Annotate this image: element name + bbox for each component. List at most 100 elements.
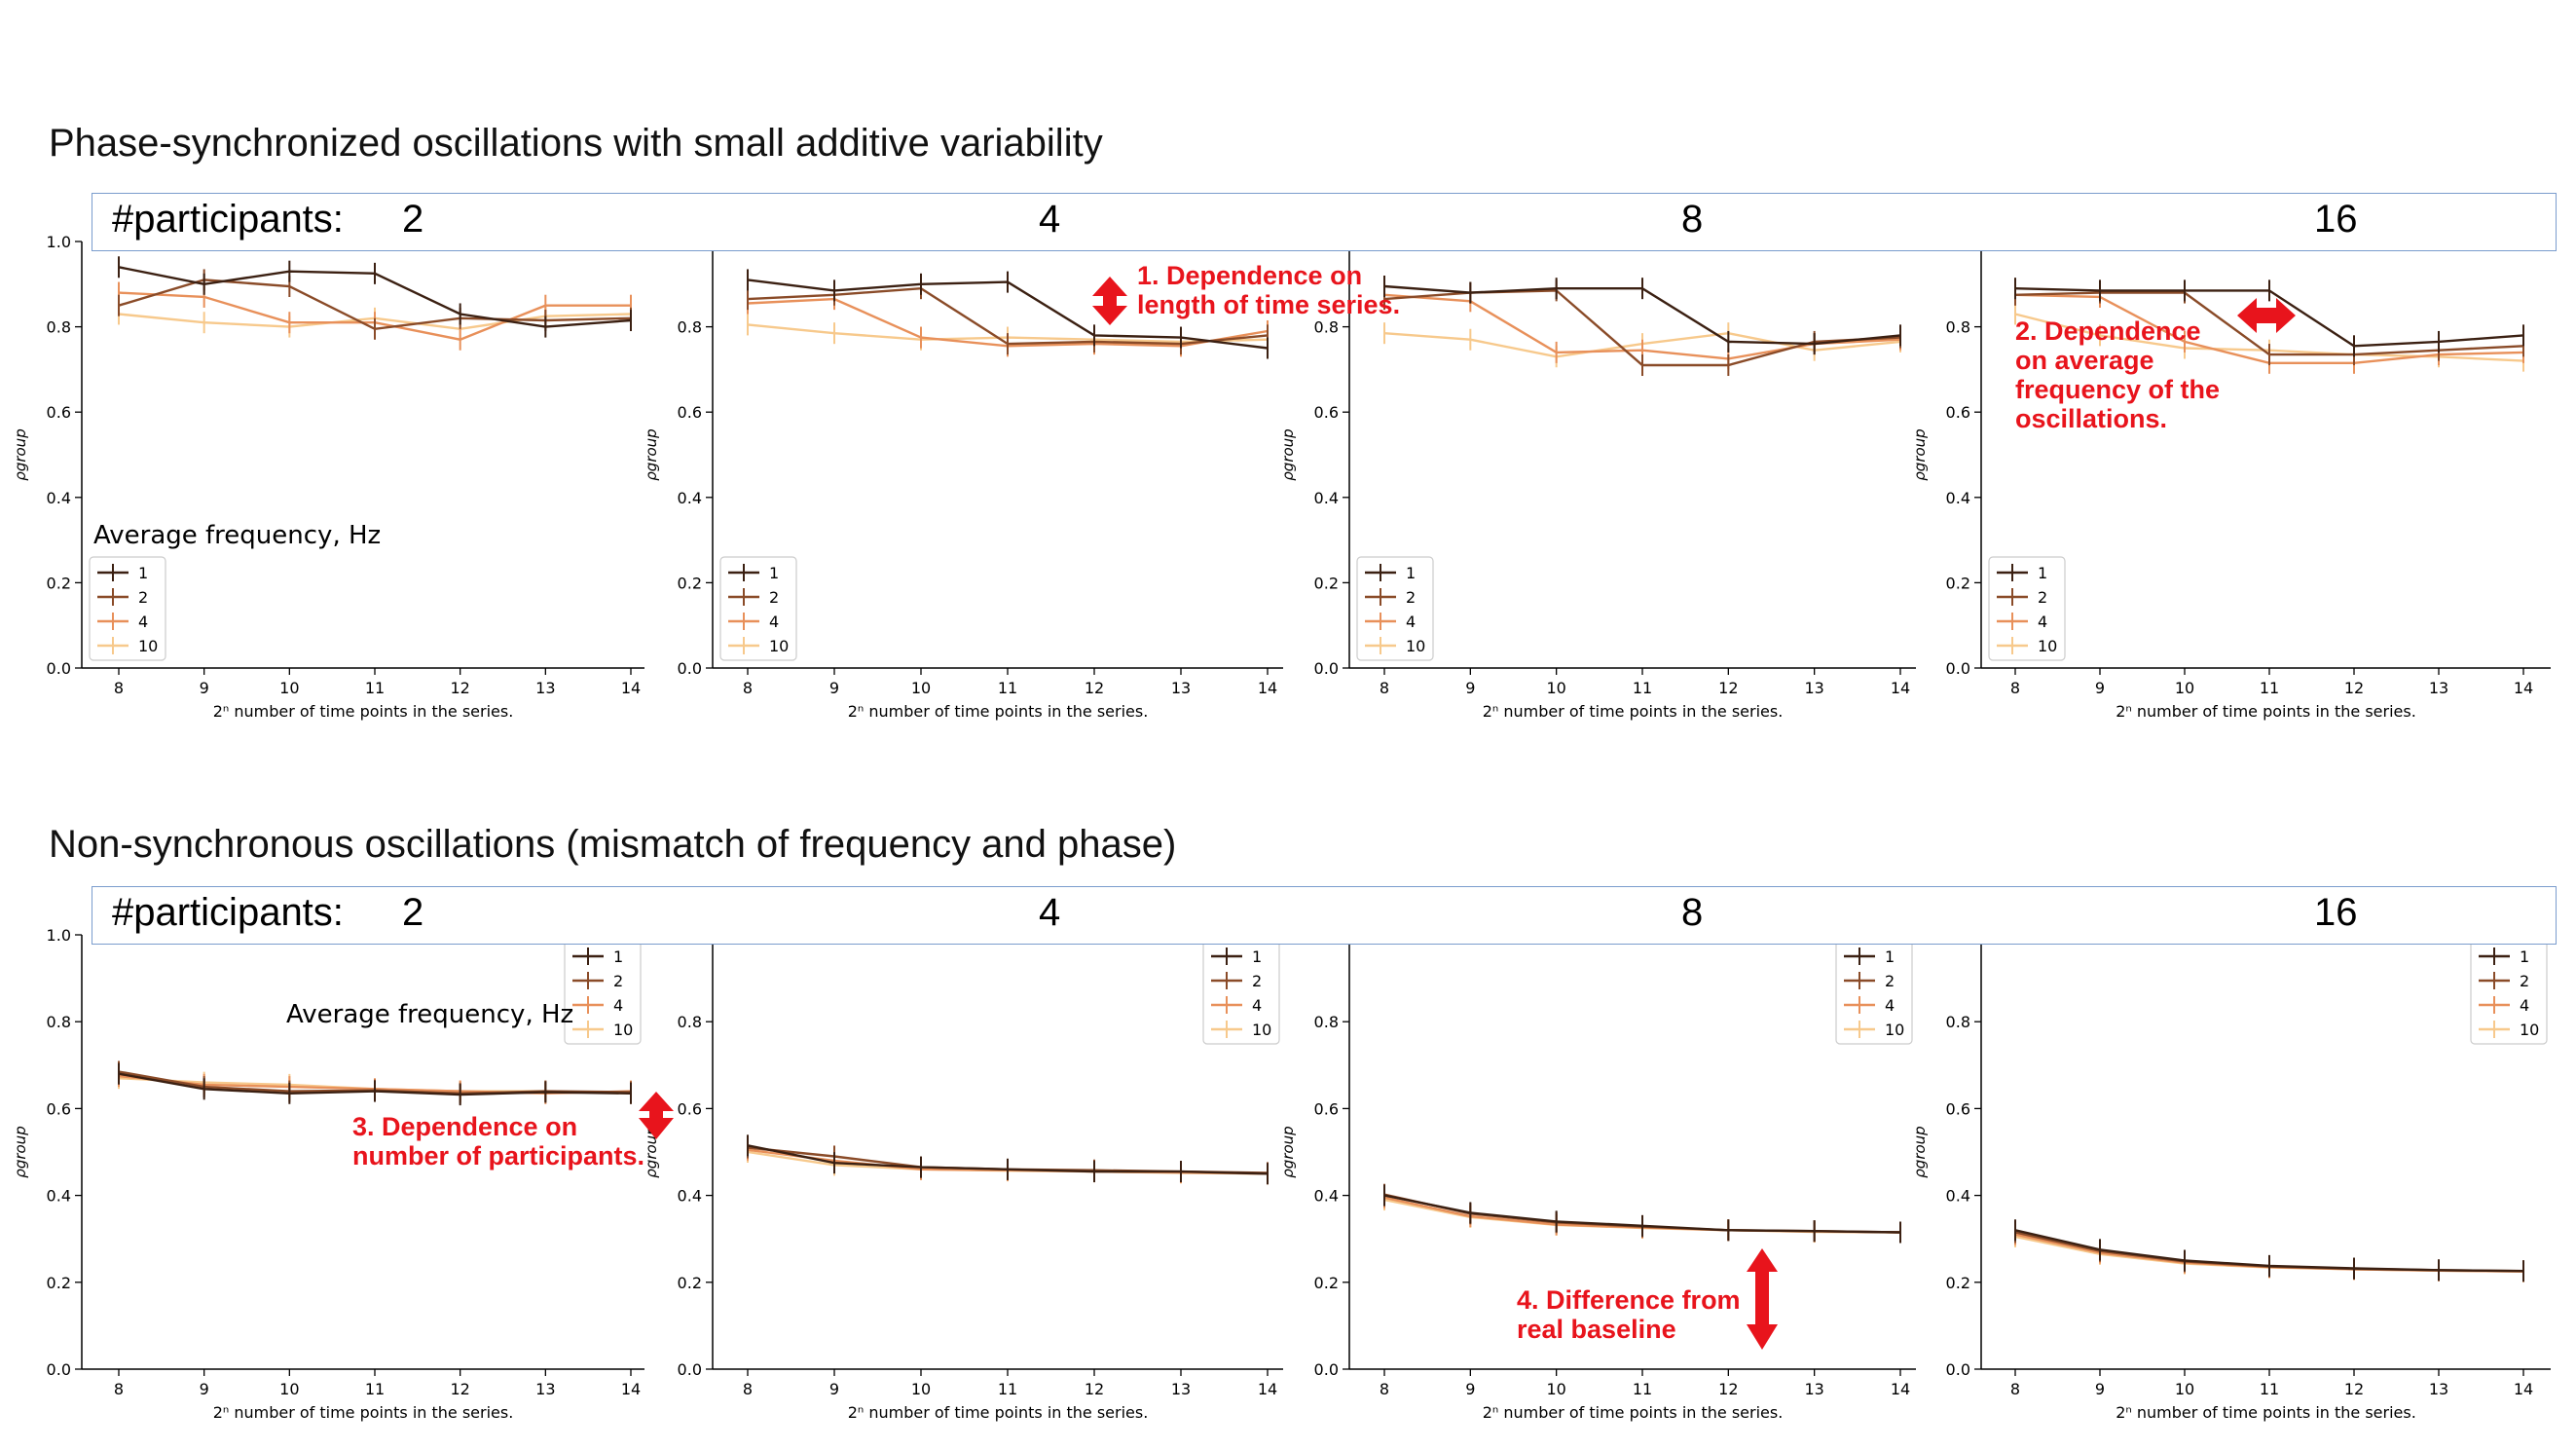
annotation-baseline-difference: 4. Difference from real baseline: [1517, 1285, 1741, 1344]
y-tick-label: 1.0: [47, 926, 71, 945]
y-tick-label: 0.2: [1946, 1274, 1970, 1292]
y-axis-label: ρgroup: [1279, 428, 1297, 480]
legend-entry-label: 1: [769, 564, 779, 582]
legend-entry-label: 10: [1885, 1021, 1904, 1039]
x-tick-label: 13: [1171, 1380, 1191, 1398]
x-tick-label: 13: [1171, 679, 1191, 697]
legend-entry-label: 10: [1252, 1021, 1271, 1039]
x-tick-label: 9: [829, 679, 839, 697]
y-tick-label: 0.8: [1946, 1013, 1970, 1031]
legend-entry-label: 1: [613, 947, 623, 966]
annotation-frequency-dependence: 2. Dependence on average frequency of th…: [2015, 316, 2221, 433]
x-tick-label: 14: [621, 1380, 641, 1398]
x-tick-label: 8: [114, 679, 124, 697]
legend-entry-label: 4: [2038, 613, 2047, 631]
y-tick-label: 0.8: [1314, 1013, 1339, 1031]
y-tick-label: 0.8: [1946, 318, 1970, 337]
x-tick-label: 13: [535, 679, 555, 697]
legend-entry-label: 10: [769, 637, 789, 655]
y-tick-label: 0.6: [1314, 1099, 1339, 1118]
participants-count-8: 8: [1681, 891, 1704, 934]
x-tick-label: 12: [1718, 679, 1738, 697]
x-tick-label: 12: [450, 1380, 469, 1398]
x-tick-label: 9: [200, 679, 209, 697]
legend-entry-label: 4: [1406, 613, 1416, 631]
legend-entry-label: 10: [1406, 637, 1425, 655]
legend-entry-label: 2: [2038, 588, 2047, 607]
annotation-participants-dependence: 3. Dependence on number of participants.: [352, 1112, 645, 1170]
y-tick-label: 0.4: [1946, 489, 1970, 507]
legend-entry-label: 10: [613, 1021, 633, 1039]
y-tick-label: 0.2: [678, 1274, 702, 1292]
legend: 1 2 4 10: [1988, 556, 2066, 661]
x-tick-label: 11: [2260, 1380, 2279, 1398]
legend: 1 2 4 10: [89, 556, 166, 661]
y-tick-label: 0.2: [47, 574, 71, 592]
y-tick-label: 0.8: [678, 318, 702, 337]
y-tick-label: 0.6: [678, 403, 702, 422]
legend-frame: [1356, 556, 1434, 661]
legend: 1 2 4 10: [2470, 940, 2548, 1045]
x-tick-label: 8: [1380, 1380, 1389, 1398]
x-tick-label: 14: [621, 679, 641, 697]
y-tick-label: 0.4: [1314, 489, 1339, 507]
legend-entry-label: 4: [1885, 996, 1895, 1015]
y-axis-label: ρgroup: [1911, 428, 1929, 480]
legend: 1 2 4 10: [719, 556, 797, 661]
section-title-sync: Phase-synchronized oscillations with sma…: [49, 122, 1103, 165]
x-tick-label: 12: [1085, 679, 1104, 697]
y-tick-label: 0.4: [47, 1187, 71, 1206]
y-tick-label: 0.6: [47, 1099, 71, 1118]
x-tick-label: 13: [1804, 1380, 1823, 1398]
legend-title: Average frequency, Hz: [93, 521, 381, 550]
x-axis-label: 2ⁿ number of time points in the series.: [848, 1403, 1149, 1422]
y-tick-label: 0.6: [1314, 403, 1339, 422]
y-axis-label: ρgroup: [643, 1126, 660, 1177]
x-tick-label: 8: [1380, 679, 1389, 697]
x-tick-label: 12: [2344, 1380, 2364, 1398]
y-tick-label: 0.4: [1314, 1187, 1339, 1206]
y-tick-label: 0.2: [1314, 574, 1339, 592]
legend-entry-label: 2: [1885, 972, 1895, 990]
x-tick-label: 10: [2175, 679, 2194, 697]
legend-entry-label: 1: [1252, 947, 1262, 966]
legend-entry-label: 2: [1252, 972, 1262, 990]
y-tick-label: 0.0: [1946, 1360, 1970, 1379]
y-tick-label: 0.6: [1946, 403, 1970, 422]
y-tick-label: 0.6: [1946, 1099, 1970, 1118]
x-tick-label: 11: [998, 679, 1017, 697]
x-tick-label: 10: [1546, 1380, 1565, 1398]
legend-entry-label: 1: [138, 564, 148, 582]
y-tick-label: 0.4: [678, 489, 702, 507]
y-tick-label: 0.0: [47, 659, 71, 678]
legend-frame: [89, 556, 166, 661]
x-tick-label: 9: [2095, 679, 2105, 697]
x-tick-label: 8: [114, 1380, 124, 1398]
x-tick-label: 14: [1891, 1380, 1910, 1398]
y-tick-label: 0.0: [1314, 659, 1339, 678]
y-axis-label: ρgroup: [12, 1126, 29, 1177]
x-tick-label: 10: [1546, 679, 1565, 697]
legend-entry-label: 4: [769, 613, 779, 631]
legend-entry-label: 2: [2520, 972, 2529, 990]
legend-entry-label: 1: [1885, 947, 1895, 966]
participants-count-16: 16: [2314, 891, 2358, 934]
x-tick-label: 11: [365, 1380, 385, 1398]
participants-box-sync: #participants: 2 4 8 16: [92, 193, 2557, 251]
legend-title: Average frequency, Hz: [286, 1000, 573, 1029]
y-tick-label: 0.4: [1946, 1187, 1970, 1206]
participants-count-16: 16: [2314, 198, 2358, 241]
x-axis-label: 2ⁿ number of time points in the series.: [1483, 1403, 1784, 1422]
x-tick-label: 13: [2429, 679, 2448, 697]
x-tick-label: 9: [829, 1380, 839, 1398]
x-axis-label: 2ⁿ number of time points in the series.: [213, 1403, 514, 1422]
x-axis-label: 2ⁿ number of time points in the series.: [2116, 702, 2416, 721]
y-tick-label: 0.8: [47, 1013, 71, 1031]
x-tick-label: 13: [2429, 1380, 2448, 1398]
y-tick-label: 0.2: [1314, 1274, 1339, 1292]
x-tick-label: 9: [1465, 1380, 1475, 1398]
